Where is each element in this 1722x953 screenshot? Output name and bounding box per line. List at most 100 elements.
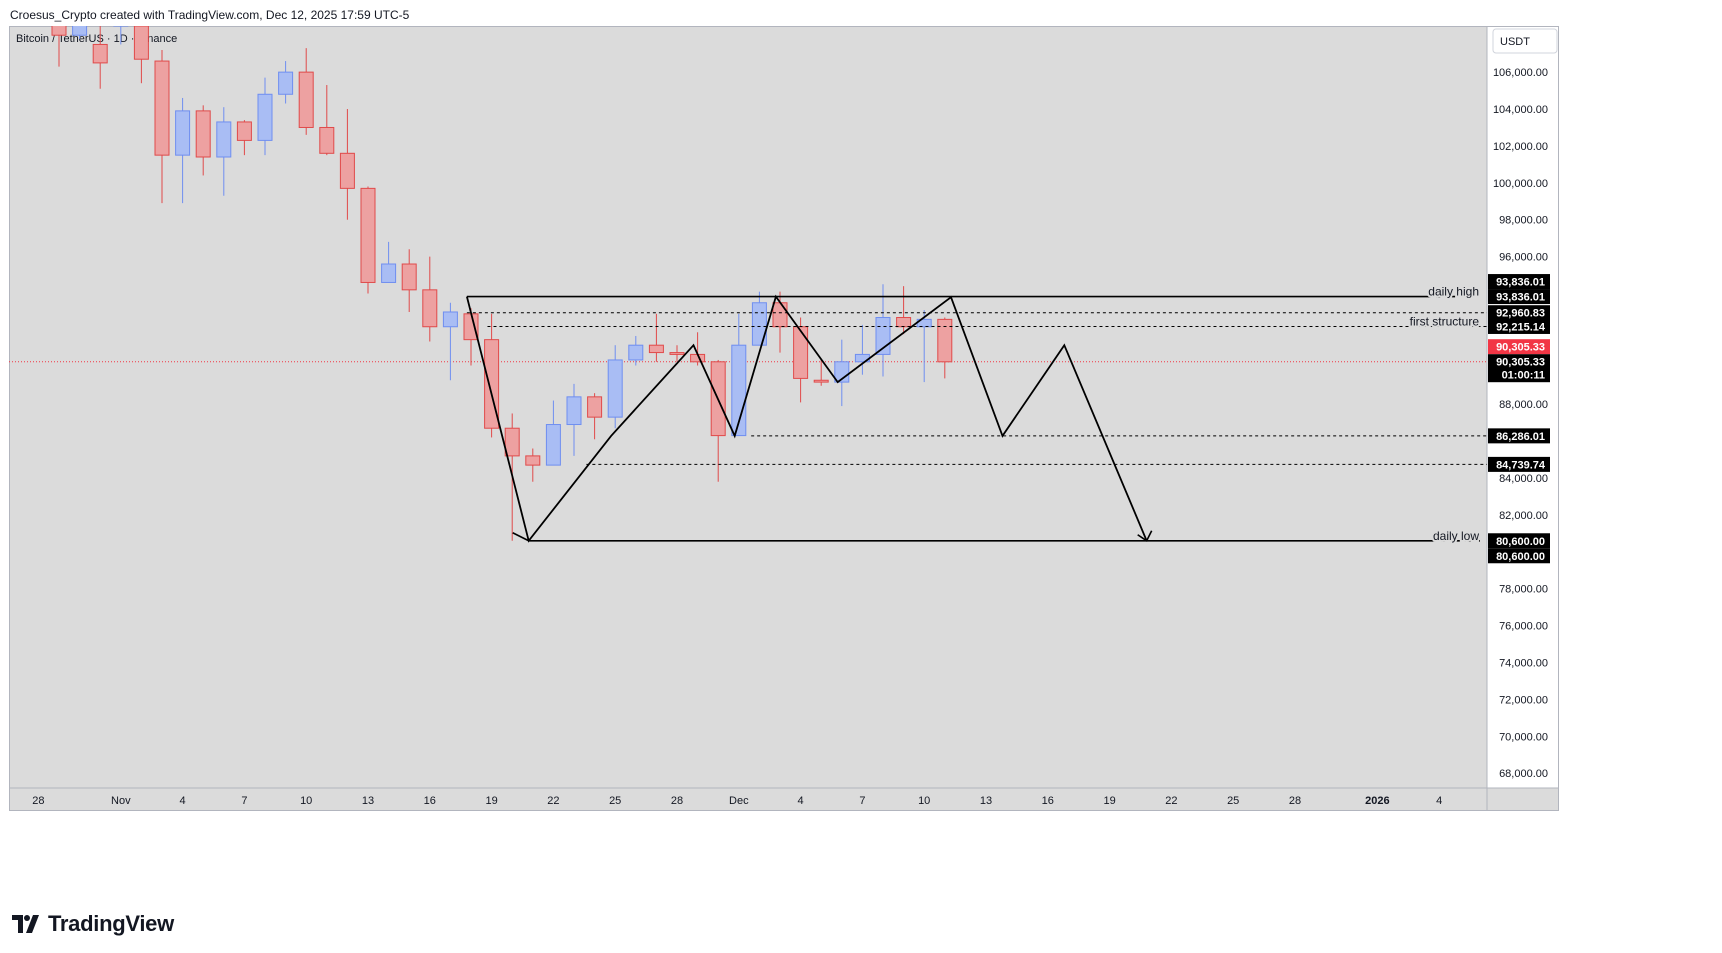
candle-body xyxy=(133,25,149,60)
candle-body xyxy=(401,263,417,291)
candle-body xyxy=(298,71,314,128)
candle-body xyxy=(51,10,67,36)
candle xyxy=(648,313,664,362)
currency-button-label[interactable]: USDT xyxy=(1500,36,1530,48)
candle xyxy=(751,291,767,346)
current-price-tag: 90,305.33 xyxy=(1496,342,1545,354)
x-tick-label: Dec xyxy=(729,795,749,807)
x-tick-label: 19 xyxy=(1103,795,1115,807)
candle-body xyxy=(628,344,644,361)
time-axis-background xyxy=(9,788,1559,810)
price-tag: 93,836.01 xyxy=(1496,292,1545,304)
x-tick-label: 16 xyxy=(424,795,436,807)
y-tick-label: 70,000.00 xyxy=(1499,731,1548,743)
bar-countdown-tag: 01:00:11 xyxy=(1502,370,1545,382)
currency-button[interactable]: USDT xyxy=(1492,28,1558,54)
candle-body xyxy=(422,289,438,328)
candle-body xyxy=(381,263,397,283)
candle-body xyxy=(92,43,108,64)
price-tag: 93,836.01 xyxy=(1496,277,1545,289)
x-tick-label: 25 xyxy=(1227,795,1239,807)
level-label: daily high xyxy=(1428,285,1479,299)
price-tag-bg xyxy=(1488,456,1550,472)
x-tick-label: 4 xyxy=(180,795,186,807)
price-tag: 86,286.01 xyxy=(1496,431,1545,443)
price-tag-bg xyxy=(1488,318,1550,334)
candle-body xyxy=(525,455,541,466)
candle xyxy=(278,61,294,104)
y-tick-label: 76,000.00 xyxy=(1499,621,1548,633)
levels: daily high first structure daily low xyxy=(466,283,1487,545)
chart-background xyxy=(9,26,1487,788)
y-tick-label: 102,000.00 xyxy=(1493,141,1548,153)
candle xyxy=(236,120,252,156)
candle xyxy=(154,49,170,204)
tradingview-logo-text: TradingView xyxy=(48,911,174,936)
candle xyxy=(298,48,314,135)
price-tag-bg xyxy=(1488,289,1550,305)
x-axis-ticks: 28 Nov 4 7 10 13 16 19 22 25 28 Dec 4 7 10 13 16 19 22 25 28… xyxy=(32,795,1442,807)
candle-body xyxy=(896,317,912,328)
candle xyxy=(360,186,376,294)
candle xyxy=(545,400,561,466)
candle-body xyxy=(216,121,232,158)
y-tick-label: 88,000.00 xyxy=(1499,399,1548,411)
y-tick-label: 98,000.00 xyxy=(1499,215,1548,227)
x-tick-label: 4 xyxy=(1436,795,1442,807)
symbol-label[interactable]: Bitcoin / TetherUS · 1D · Binance xyxy=(16,33,177,45)
tradingview-logo[interactable]: TradingView xyxy=(12,911,174,937)
candle-body xyxy=(236,121,252,141)
x-tick-label: 28 xyxy=(32,795,44,807)
chart-area[interactable]: Bitcoin / TetherUS · 1D · Binance USDT 1… xyxy=(9,0,1713,900)
candles xyxy=(51,0,953,541)
x-tick-label: 22 xyxy=(547,795,559,807)
candle xyxy=(339,109,355,220)
x-tick-label: 13 xyxy=(980,795,992,807)
candlestick-chart[interactable]: Bitcoin / TetherUS · 1D · Binance USDT 1… xyxy=(9,0,1713,900)
x-tick-label: 7 xyxy=(241,795,247,807)
candle xyxy=(607,345,623,429)
price-tag: 80,600.00 xyxy=(1496,551,1545,563)
candle-body xyxy=(175,110,191,156)
x-tick-label: 28 xyxy=(671,795,683,807)
candle-body xyxy=(545,424,561,466)
price-tag: 80,600.00 xyxy=(1496,536,1545,548)
candle xyxy=(813,359,829,386)
candle xyxy=(587,393,603,440)
currency-button-frame[interactable] xyxy=(1492,28,1558,54)
candle-body xyxy=(504,427,520,457)
candle xyxy=(628,335,644,366)
x-tick-label: 10 xyxy=(918,795,930,807)
x-tick-label: 22 xyxy=(1165,795,1177,807)
candle-body xyxy=(587,396,603,418)
x-tick-label: 7 xyxy=(859,795,865,807)
current-price-tag-bg xyxy=(1488,339,1550,355)
candle-body xyxy=(669,352,685,355)
candle xyxy=(401,249,417,312)
current-price-tag-secondary-bg xyxy=(1488,354,1550,370)
candle xyxy=(442,302,458,381)
candle-body xyxy=(813,379,829,383)
price-tag-bg xyxy=(1488,274,1550,290)
candle xyxy=(319,85,335,156)
candle xyxy=(381,241,397,283)
price-tag: 92,960.83 xyxy=(1496,308,1545,320)
candle-body xyxy=(319,126,335,154)
y-tick-label: 104,000.00 xyxy=(1493,104,1548,116)
price-tag-bg xyxy=(1488,305,1550,321)
candle xyxy=(937,317,953,379)
price-tag-bg xyxy=(1488,533,1550,549)
candle-body xyxy=(154,60,170,156)
candle xyxy=(216,107,232,196)
y-tick-label: 72,000.00 xyxy=(1499,694,1548,706)
candle-body xyxy=(360,187,376,283)
x-tick-label: 2026 xyxy=(1365,795,1389,807)
y-tick-label: 68,000.00 xyxy=(1499,768,1548,780)
candle xyxy=(195,105,211,176)
x-tick-label: 25 xyxy=(609,795,621,807)
x-tick-label: 13 xyxy=(362,795,374,807)
y-tick-label: 96,000.00 xyxy=(1499,252,1548,264)
candle-body xyxy=(751,302,767,346)
y-tick-label: 74,000.00 xyxy=(1499,658,1548,670)
candle-body xyxy=(793,326,809,379)
